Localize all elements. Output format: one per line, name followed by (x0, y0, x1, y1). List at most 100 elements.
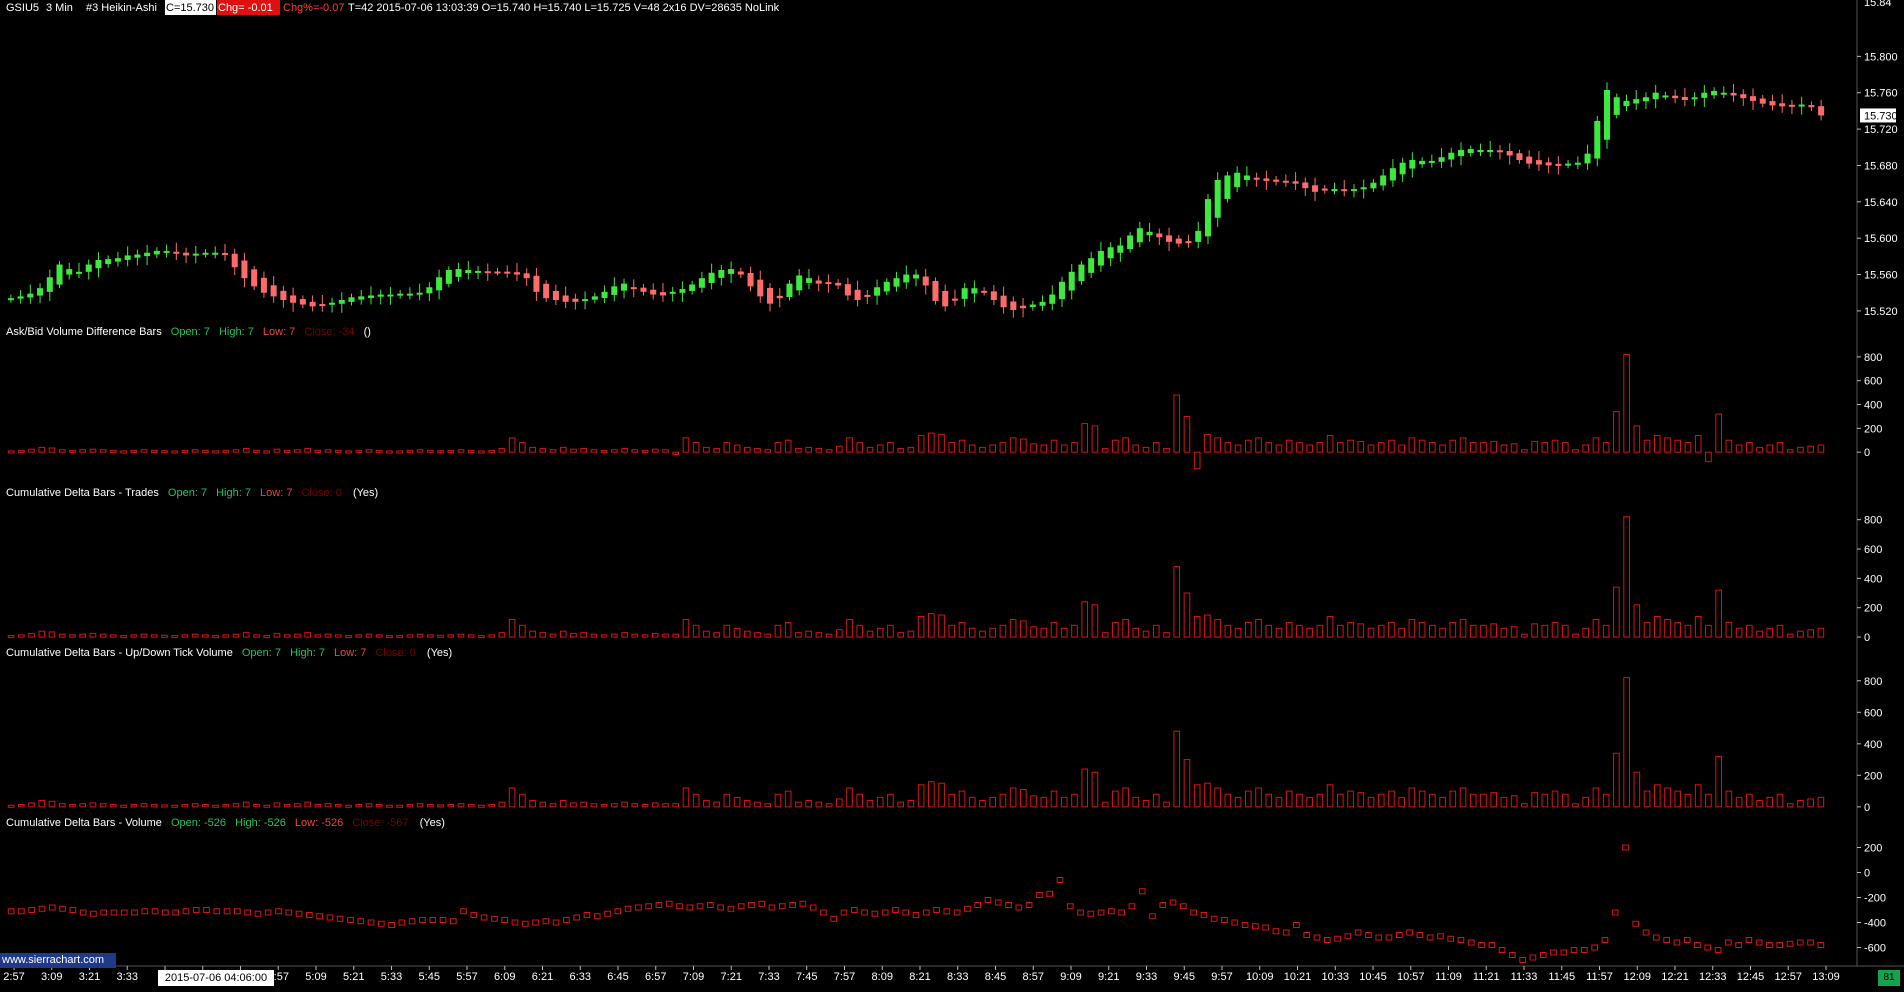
candle-up (1234, 172, 1241, 188)
delta-bar (1081, 768, 1089, 808)
delta-bar (396, 450, 403, 454)
delta-bar (7, 635, 15, 639)
delta-bar (18, 634, 25, 638)
delta-bar (140, 449, 148, 453)
delta-bar (902, 909, 910, 916)
delta-bar (958, 621, 966, 638)
delta-bar (754, 448, 761, 453)
delta-bar (1365, 932, 1372, 938)
delta-bar (488, 634, 495, 638)
delta-bar (1398, 627, 1405, 638)
time-tick-label: 8:09 (872, 971, 893, 983)
time-tick-label: 12:09 (1623, 971, 1651, 983)
delta-bar (375, 803, 383, 808)
candle-down (1740, 94, 1747, 99)
delta-bar (1204, 614, 1211, 638)
delta-bar (604, 910, 611, 917)
delta-bar (784, 790, 792, 808)
delta-bar (69, 907, 77, 913)
delta-bar (1684, 624, 1692, 638)
delta-bar (1159, 902, 1167, 908)
candle-up (1049, 294, 1056, 304)
delta-bar (1293, 922, 1300, 928)
delta-bar (692, 442, 700, 453)
time-tick-label: 9:09 (1060, 971, 1081, 983)
delta-bar (805, 630, 812, 638)
time-tick-label: 10:57 (1397, 971, 1425, 983)
delta-bar (1653, 616, 1661, 638)
time-tick-label: 8:21 (909, 971, 930, 983)
delta-bar (570, 448, 577, 453)
delta-bar (478, 450, 485, 454)
delta-bar (1326, 784, 1334, 808)
candle-up (708, 272, 715, 283)
delta-bar (478, 635, 485, 639)
time-tick-label: 11:33 (1511, 971, 1538, 983)
delta-bar (1152, 624, 1160, 638)
delta-bar (294, 449, 301, 453)
delta-bar (958, 439, 966, 453)
delta-bar (69, 449, 76, 453)
svg-text:Cumulative Delta Bars - Up/Dow: Cumulative Delta Bars - Up/Down Tick Vol… (6, 647, 452, 659)
delta-bar (120, 909, 128, 916)
delta-bar (283, 634, 291, 638)
delta-tick-label: 400 (1864, 400, 1882, 412)
delta-bar (89, 802, 97, 808)
candle-down (650, 289, 657, 295)
delta-bar (18, 908, 25, 915)
panel4-title: Cumulative Delta Bars - Volume Open: -52… (6, 817, 445, 829)
candle-up (1467, 149, 1474, 154)
candle-down (260, 277, 267, 293)
delta-bar (887, 442, 894, 453)
candle-down (1769, 101, 1776, 106)
delta-bar (1469, 793, 1477, 808)
delta-bar (1510, 795, 1518, 808)
candle-up (1389, 168, 1396, 181)
delta-bar (1009, 787, 1017, 808)
delta-bar (1786, 940, 1794, 947)
delta-bar (1087, 910, 1095, 917)
delta-bar (375, 634, 383, 638)
delta-bar (552, 919, 560, 926)
candle-up (27, 293, 34, 298)
delta-bar (408, 918, 416, 925)
candle-up (1603, 90, 1611, 140)
delta-bar (1797, 630, 1804, 638)
header-stats: T=42 2015-07-06 13:03:39 O=15.740 H=15.7… (348, 2, 780, 14)
delta-bar (1071, 793, 1078, 808)
candle-up (1584, 153, 1591, 164)
delta-bar (539, 801, 547, 808)
delta-bar (1091, 425, 1099, 453)
candle-down (231, 253, 238, 268)
delta-bar (1469, 624, 1477, 638)
candle-up (591, 296, 598, 300)
delta-bar (304, 632, 311, 638)
delta-bar (645, 903, 652, 910)
time-tick-label: 10:33 (1321, 971, 1349, 983)
delta-bar (202, 803, 209, 808)
delta-bar (89, 632, 97, 638)
sierrachart-link[interactable]: www.sierrachart.com (0, 953, 116, 968)
corner-indicator[interactable]: 81 (1878, 970, 1900, 986)
delta-bar (1091, 604, 1099, 638)
delta-bar (48, 631, 56, 638)
price-tick-label: 15.520 (1864, 306, 1898, 318)
delta-bar (1163, 801, 1170, 808)
candle-up (406, 293, 413, 296)
delta-bar (1234, 796, 1242, 808)
delta-bar (1602, 793, 1610, 808)
delta-bar (1735, 796, 1743, 808)
time-tick-label: 11:21 (1473, 971, 1500, 983)
delta-bar (1786, 449, 1794, 453)
delta-bar (621, 801, 628, 808)
candle-up (1029, 304, 1036, 307)
candle-up (7, 298, 14, 301)
delta-bar (672, 803, 680, 808)
delta-bar (457, 633, 465, 638)
delta-bar (662, 449, 669, 453)
delta-bar (748, 902, 755, 908)
candle-down (1156, 233, 1163, 238)
delta-bar (1756, 800, 1763, 808)
delta-bar (1224, 624, 1232, 638)
cursor-date-box: 2015-07-06 04:06:00 (158, 970, 274, 986)
